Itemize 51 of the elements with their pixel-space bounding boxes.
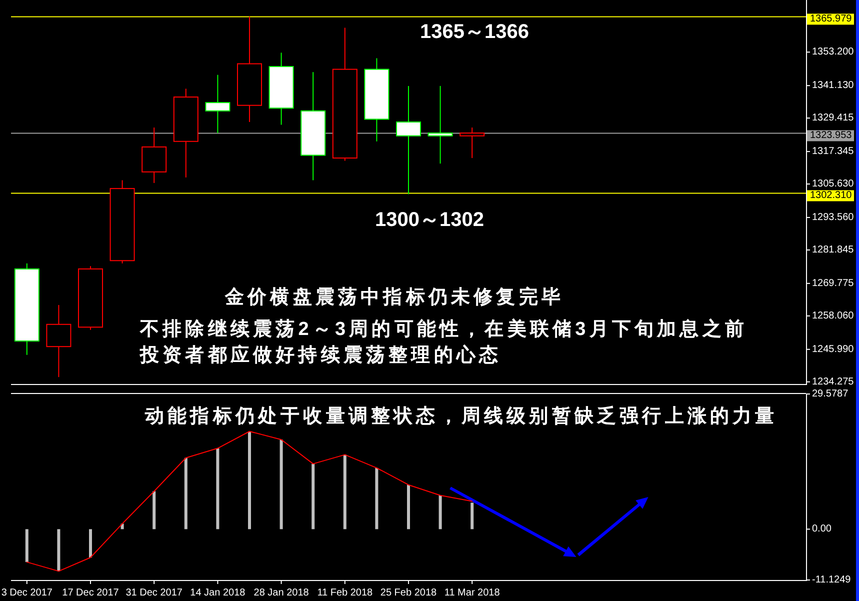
y-tick-label: 0.00 bbox=[812, 524, 832, 535]
y-tick-label: 1317.345 bbox=[812, 146, 854, 158]
candlestick bbox=[460, 127, 485, 159]
y-tick-label: 1293.560 bbox=[812, 212, 854, 223]
bar bbox=[312, 464, 315, 530]
x-tick-label: 31 Dec 2017 bbox=[126, 588, 183, 598]
y-tick-label: 29.5787 bbox=[812, 388, 849, 400]
bar bbox=[57, 529, 60, 572]
y-tick-label: 1245.990 bbox=[812, 344, 854, 355]
y-tick-label: 1258.060 bbox=[812, 310, 854, 322]
bar bbox=[184, 458, 188, 530]
y-tick-label: 1269.775 bbox=[812, 278, 854, 289]
bar bbox=[248, 431, 251, 530]
y-tick-label: 1281.845 bbox=[812, 244, 854, 256]
ref-line-label: 1323.953 bbox=[810, 130, 852, 142]
candlestick bbox=[205, 74, 230, 134]
bar bbox=[343, 454, 346, 530]
candlestick bbox=[428, 85, 453, 164]
x-tick-label: 3 Dec 2017 bbox=[1, 588, 53, 598]
annotation: 1300～1302 bbox=[375, 209, 484, 231]
bar bbox=[216, 448, 220, 530]
bar bbox=[89, 529, 92, 558]
x-tick-label: 11 Feb 2018 bbox=[317, 588, 374, 598]
candlestick bbox=[396, 85, 421, 195]
y-tick-label: 1329.415 bbox=[812, 112, 854, 124]
annotation: 金价横盘震荡中指标仍未修复完毕 bbox=[224, 286, 564, 308]
bar bbox=[375, 468, 378, 530]
x-tick-label: 14 Jan 2018 bbox=[190, 588, 246, 598]
y-tick-label: 1353.200 bbox=[812, 46, 854, 58]
line-series bbox=[26, 430, 473, 572]
annotation: 1365～1366 bbox=[420, 21, 529, 43]
x-tick-label: 25 Feb 2018 bbox=[380, 588, 438, 598]
bar bbox=[152, 491, 156, 530]
bar bbox=[407, 484, 410, 530]
bar bbox=[280, 440, 283, 530]
bar bbox=[438, 495, 442, 530]
bar bbox=[470, 502, 474, 530]
y-tick-label: -11.1249 bbox=[812, 574, 852, 586]
y-tick-label: 1341.130 bbox=[812, 80, 854, 92]
ref-line-label: 1302.310 bbox=[810, 190, 852, 202]
ref-line-label: 1365.979 bbox=[810, 14, 852, 25]
bar bbox=[25, 529, 28, 562]
x-tick-label: 28 Jan 2018 bbox=[254, 588, 310, 598]
annotation: 不排除继续震荡2～3周的可能性，在美联储3月下旬加息之前 bbox=[139, 318, 748, 340]
y-tick-label: 1234.275 bbox=[812, 376, 854, 388]
y-tick-label: 1305.630 bbox=[812, 178, 854, 190]
x-tick-label: 11 Mar 2018 bbox=[444, 588, 500, 598]
candlestick bbox=[46, 304, 72, 378]
x-tick-label: 17 Dec 2017 bbox=[62, 588, 120, 598]
annotation: 动能指标仍处于收量调整状态，周线级别暂缺乏强行上涨的力量 bbox=[144, 404, 778, 426]
annotation: 投资者都应做好持续震荡整理的心态 bbox=[139, 344, 502, 366]
